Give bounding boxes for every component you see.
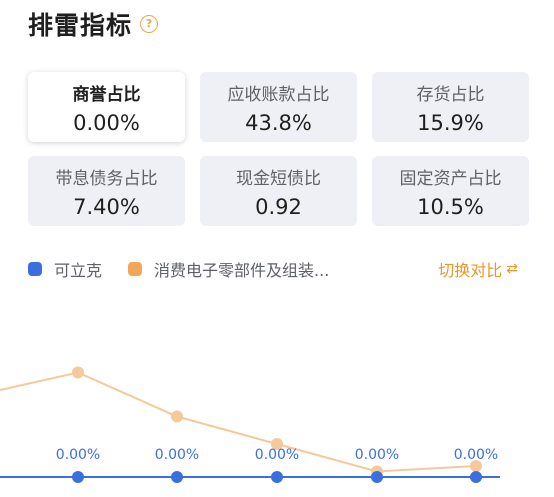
industry-series-line <box>0 371 477 473</box>
metric-value: 0.92 <box>255 195 302 219</box>
metric-card-cash-short-debt[interactable]: 现金短债比 0.92 <box>200 156 357 226</box>
company-data-point <box>371 471 383 483</box>
help-icon[interactable]: ? <box>140 15 159 33</box>
company-data-point <box>271 471 283 483</box>
company-data-point <box>470 471 482 483</box>
section-title: 排雷指标 <box>28 11 133 40</box>
industry-data-point <box>72 366 84 379</box>
line-chart: 0.00% 0.00% 0.00% 0.00% 0.00% <box>0 366 500 483</box>
metric-label: 商誉占比 <box>72 85 141 105</box>
legend-label: 可立克 <box>54 261 103 280</box>
company-data-label: 0.00% <box>454 447 498 463</box>
metric-card-fixed-assets[interactable]: 固定资产占比 10.5% <box>372 156 529 226</box>
legend-swatch-company <box>28 262 42 276</box>
legend-item-industry[interactable]: 消费电子零部件及组装... <box>128 257 329 281</box>
metric-label: 现金短债比 <box>236 169 321 189</box>
switch-icon: ⇄ <box>506 261 518 277</box>
company-data-point <box>72 471 84 483</box>
legend-item-company[interactable]: 可立克 <box>28 257 102 281</box>
company-data-label: 0.00% <box>56 447 100 463</box>
metric-label: 应收账款占比 <box>227 85 330 105</box>
metric-card-receivables[interactable]: 应收账款占比 43.8% <box>200 72 357 142</box>
metric-label: 带息债务占比 <box>55 169 158 189</box>
switch-compare-label: 切换对比 <box>438 261 503 280</box>
switch-compare-button[interactable]: 切换对比 ⇄ <box>438 256 518 282</box>
company-data-label: 0.00% <box>255 447 299 463</box>
company-data-label: 0.00% <box>155 447 199 463</box>
company-data-point <box>171 471 183 483</box>
metric-card-interest-debt[interactable]: 带息债务占比 7.40% <box>28 156 185 226</box>
company-data-label: 0.00% <box>355 447 399 463</box>
metric-card-goodwill[interactable]: 商誉占比 0.00% <box>28 72 185 142</box>
metric-value: 43.8% <box>245 111 312 135</box>
metric-label: 存货占比 <box>416 85 485 105</box>
chart-legend: 可立克 消费电子零部件及组装... 切换对比 ⇄ <box>28 256 518 282</box>
section-header: 排雷指标 ? <box>28 6 159 42</box>
industry-data-point <box>271 438 283 450</box>
metric-label: 固定资产占比 <box>399 169 502 189</box>
metric-value: 0.00% <box>73 111 140 135</box>
legend-swatch-industry <box>128 262 143 276</box>
metric-value: 7.40% <box>73 195 140 219</box>
metric-value: 10.5% <box>417 195 484 219</box>
industry-data-point <box>171 410 183 423</box>
metric-card-inventory[interactable]: 存货占比 15.9% <box>372 72 529 142</box>
legend-label: 消费电子零部件及组装... <box>154 261 330 280</box>
metric-value: 15.9% <box>417 111 484 135</box>
industry-data-point <box>470 460 482 472</box>
